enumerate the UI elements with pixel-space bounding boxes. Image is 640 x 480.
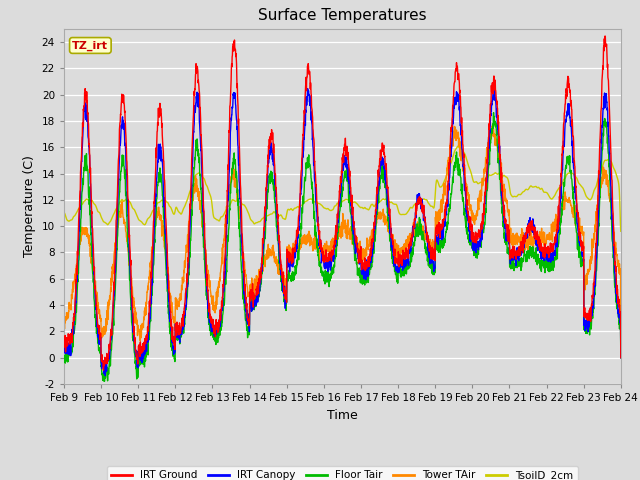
Title: Surface Temperatures: Surface Temperatures (258, 9, 427, 24)
Y-axis label: Temperature (C): Temperature (C) (23, 156, 36, 257)
Text: TZ_irt: TZ_irt (72, 40, 108, 50)
X-axis label: Time: Time (327, 408, 358, 421)
Legend: IRT Ground, IRT Canopy, Floor Tair, Tower TAir, TsoilD_2cm: IRT Ground, IRT Canopy, Floor Tair, Towe… (107, 466, 578, 480)
